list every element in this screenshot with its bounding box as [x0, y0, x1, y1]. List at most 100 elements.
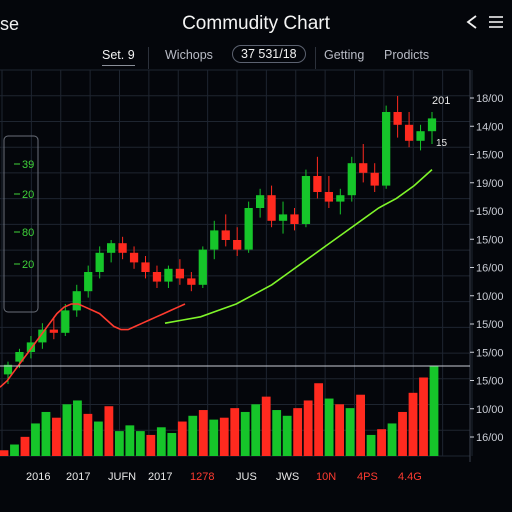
volume-bar	[345, 408, 355, 456]
candle-body	[301, 176, 311, 224]
volume-bar	[366, 434, 376, 456]
volume-bar	[31, 423, 40, 456]
volume-bar	[356, 394, 365, 456]
page-title: Commudity Chart	[182, 13, 330, 34]
volume-bar	[20, 436, 30, 456]
candle-body	[164, 268, 173, 282]
y-axis: 18/00 14/00 15/00 19/00 15/00 15/00 16/00 10/00…	[470, 93, 504, 444]
y-tick-label: 19/00	[476, 178, 504, 190]
volume-bar	[10, 444, 19, 456]
x-axis: 2016 2017 JUFN 2017 1278 JUS JWS 10N 4PS 4.4G	[26, 471, 422, 483]
candle-body	[336, 195, 345, 202]
moving-average-green	[164, 169, 433, 324]
moving-average-red	[0, 303, 186, 388]
x-tick-label: JWS	[276, 471, 299, 483]
tab-getting[interactable]: Getting	[324, 48, 365, 62]
candle-body	[95, 252, 104, 272]
x-tick-label: 2016	[26, 471, 50, 483]
left-panel-labels: 39 20 80 20	[14, 159, 34, 271]
volume-bar	[104, 406, 114, 456]
candle-body	[393, 112, 402, 125]
volume-bar	[52, 417, 61, 456]
tab-set[interactable]: Set. 9	[102, 48, 135, 66]
volume-bar	[177, 421, 187, 456]
candle-body	[210, 230, 219, 250]
y-tick-label: 15/00	[476, 347, 504, 359]
candles	[3, 96, 437, 384]
volume-bar	[377, 429, 386, 456]
volume-bar	[73, 400, 82, 456]
volume-bar	[293, 408, 303, 456]
tab-wichops[interactable]: Wichops	[165, 48, 213, 62]
candle-body	[38, 329, 47, 343]
volume-bar	[93, 421, 103, 456]
candle-body	[175, 268, 185, 279]
volume-bar	[188, 415, 198, 456]
x-tick-label: JUS	[236, 471, 257, 483]
volume-bar	[335, 404, 345, 456]
volume-bar	[398, 411, 407, 456]
y-tick-label: 14/00	[476, 121, 504, 133]
volume-bar	[83, 413, 93, 456]
volume-bar	[41, 411, 51, 456]
left-panel-label: 39	[22, 159, 34, 171]
candle-body	[221, 230, 230, 240]
candle-body	[15, 352, 24, 362]
left-panel-label: 80	[22, 227, 34, 239]
candle-body	[141, 262, 150, 272]
top-bar: se Commudity Chart	[0, 0, 512, 48]
tab-prodicts[interactable]: Prodicts	[384, 48, 430, 62]
back-label[interactable]: se	[0, 14, 20, 34]
volume-bar	[419, 377, 428, 456]
volume-bar	[314, 383, 324, 456]
left-panel-label: 20	[22, 259, 34, 271]
price-marker-2: 15	[436, 138, 448, 149]
candle-body	[324, 192, 333, 202]
candle-body	[198, 249, 207, 285]
share-icon[interactable]	[466, 14, 478, 35]
x-tick-label: 10N	[316, 471, 336, 483]
candle-body	[404, 124, 414, 141]
candle-body	[152, 272, 162, 282]
y-tick-label: 18/00	[476, 93, 504, 105]
x-tick-label: 1278	[190, 471, 214, 483]
candle-body	[267, 195, 276, 221]
volume-bar	[251, 404, 261, 456]
y-tick-label: 15/00	[476, 319, 504, 331]
volume-bar	[62, 404, 72, 456]
volume-bar	[146, 434, 156, 456]
volume-bar	[114, 431, 124, 456]
chart-grid	[0, 69, 473, 462]
candle-body	[107, 243, 116, 253]
volume-bar	[230, 408, 240, 456]
candle-body	[84, 272, 93, 292]
candle-body	[49, 329, 58, 333]
candle-body	[3, 364, 13, 375]
volume-bar	[261, 396, 271, 456]
x-tick-label: 4.4G	[398, 471, 422, 483]
candle-body	[347, 163, 356, 196]
price-marker: 201	[432, 95, 450, 107]
candle-body	[370, 172, 379, 186]
tab-divider	[315, 47, 316, 69]
candle-body	[72, 291, 81, 311]
volume-bar	[408, 392, 418, 456]
candle-body	[290, 214, 299, 224]
volume-bar	[219, 417, 229, 456]
tab-divider	[148, 47, 149, 69]
candle-body	[244, 208, 253, 250]
volume-bar	[282, 415, 292, 456]
y-tick-label: 10/00	[476, 291, 504, 303]
volume-bar	[198, 410, 208, 456]
x-tick-label: 4PS	[357, 471, 378, 483]
y-tick-label: 16/00	[476, 432, 504, 444]
candle-body	[427, 118, 437, 132]
volume-bar	[125, 425, 135, 456]
candle-body	[118, 243, 127, 253]
tab-price[interactable]: 37 531/18	[232, 45, 306, 63]
candle-body	[313, 176, 322, 192]
menu-icon[interactable]	[488, 14, 504, 35]
volume-bar	[387, 423, 397, 456]
volume-bar	[0, 450, 9, 456]
